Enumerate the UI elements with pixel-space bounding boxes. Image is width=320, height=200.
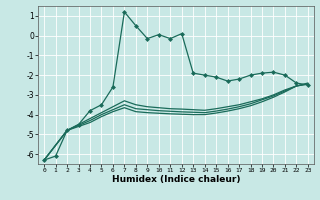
X-axis label: Humidex (Indice chaleur): Humidex (Indice chaleur) <box>112 175 240 184</box>
